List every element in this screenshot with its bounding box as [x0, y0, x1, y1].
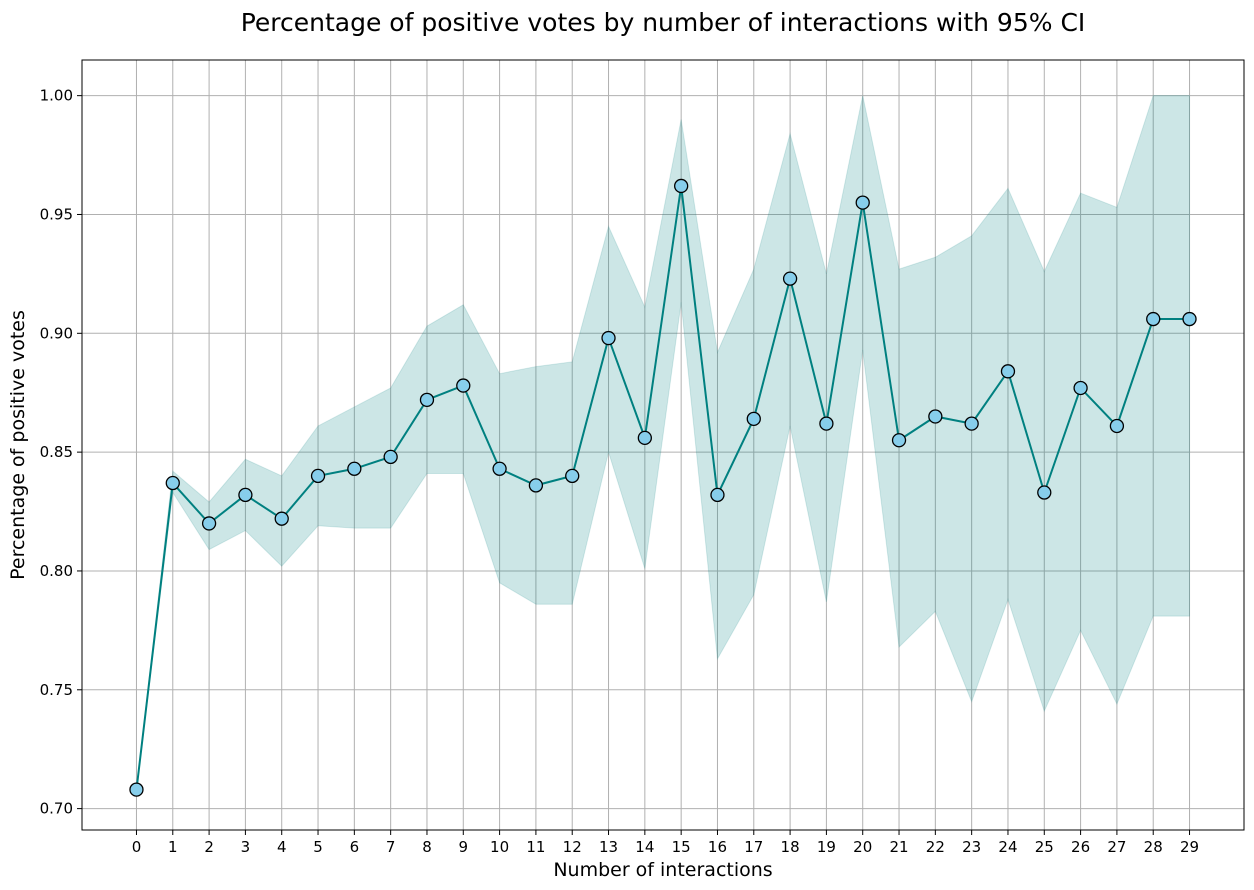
- data-point: [310, 468, 326, 484]
- data-point: [165, 475, 180, 491]
- data-point: [456, 378, 471, 393]
- data-point: [347, 461, 362, 476]
- x-tick-label: 25: [1035, 838, 1054, 856]
- data-point: [674, 178, 689, 194]
- x-tick-label: 9: [459, 838, 469, 856]
- data-point: [855, 195, 870, 210]
- x-tick-label: 8: [422, 838, 432, 856]
- data-point: [492, 461, 507, 476]
- data-point: [782, 271, 798, 286]
- data-point: [637, 430, 652, 446]
- data-point: [129, 782, 144, 797]
- y-tick-label: 0.75: [40, 681, 73, 699]
- data-point: [238, 487, 253, 503]
- x-tick-label: 13: [599, 838, 618, 856]
- axis-ticks: 0 1 2 3 4 5 6 7 8 9 10 11 12 13 14 15 16 17 18 19 20 21 22 23 24…: [40, 87, 1199, 856]
- x-tick-label: 11: [526, 838, 545, 856]
- data-point: [528, 478, 544, 493]
- data-points: [129, 178, 1197, 797]
- x-tick-label: 17: [744, 838, 763, 856]
- x-tick-label: 26: [1071, 838, 1090, 856]
- y-axis-label: Percentage of positive votes: [7, 310, 29, 580]
- y-tick-label: 0.80: [40, 562, 73, 580]
- x-tick-label: 0: [132, 838, 142, 856]
- x-tick-label: 7: [386, 838, 396, 856]
- y-tick-label: 0.95: [40, 205, 73, 223]
- x-tick-label: 14: [635, 838, 654, 856]
- x-tick-label: 12: [563, 838, 582, 856]
- x-axis-label: Number of interactions: [553, 859, 772, 881]
- x-tick-label: 29: [1180, 838, 1199, 856]
- data-point: [383, 449, 398, 465]
- x-tick-label: 28: [1144, 838, 1163, 856]
- data-point: [928, 409, 943, 424]
- x-tick-label: 20: [853, 838, 872, 856]
- data-point: [819, 416, 834, 431]
- data-point: [964, 416, 979, 431]
- x-tick-label: 1: [168, 838, 178, 856]
- data-point: [1146, 311, 1161, 327]
- y-tick-label: 0.70: [40, 800, 73, 818]
- x-tick-label: 21: [889, 838, 908, 856]
- series-line: [135, 185, 1190, 790]
- data-point: [565, 468, 580, 484]
- x-tick-label: 3: [241, 838, 251, 856]
- x-tick-label: 6: [350, 838, 360, 856]
- x-tick-label: 10: [490, 838, 509, 856]
- x-tick-label: 16: [708, 838, 727, 856]
- chart-title: Percentage of positive votes by number o…: [241, 8, 1086, 37]
- x-tick-label: 15: [672, 838, 691, 856]
- x-tick-label: 23: [962, 838, 981, 856]
- data-point: [201, 516, 217, 531]
- data-point: [891, 433, 907, 448]
- x-tick-label: 27: [1107, 838, 1126, 856]
- data-point: [274, 511, 289, 526]
- x-tick-label: 4: [277, 838, 287, 856]
- data-point: [1073, 380, 1088, 396]
- x-tick-label: 22: [926, 838, 945, 856]
- data-point: [710, 487, 725, 503]
- x-tick-label: 24: [998, 838, 1017, 856]
- confidence-interval-band: [135, 95, 1191, 790]
- y-tick-label: 1.00: [40, 87, 73, 105]
- data-point: [1037, 485, 1052, 500]
- data-point: [1182, 311, 1197, 327]
- data-point: [1109, 418, 1125, 434]
- x-tick-label: 19: [817, 838, 836, 856]
- data-point: [1000, 364, 1016, 379]
- x-tick-label: 5: [313, 838, 323, 856]
- data-point: [601, 330, 616, 346]
- data-point: [746, 411, 761, 427]
- plot-frame: [81, 59, 1245, 831]
- x-tick-label: 2: [204, 838, 214, 856]
- y-tick-label: 0.85: [40, 443, 73, 461]
- data-point: [419, 392, 435, 407]
- y-tick-label: 0.90: [40, 324, 73, 342]
- x-tick-label: 18: [781, 838, 800, 856]
